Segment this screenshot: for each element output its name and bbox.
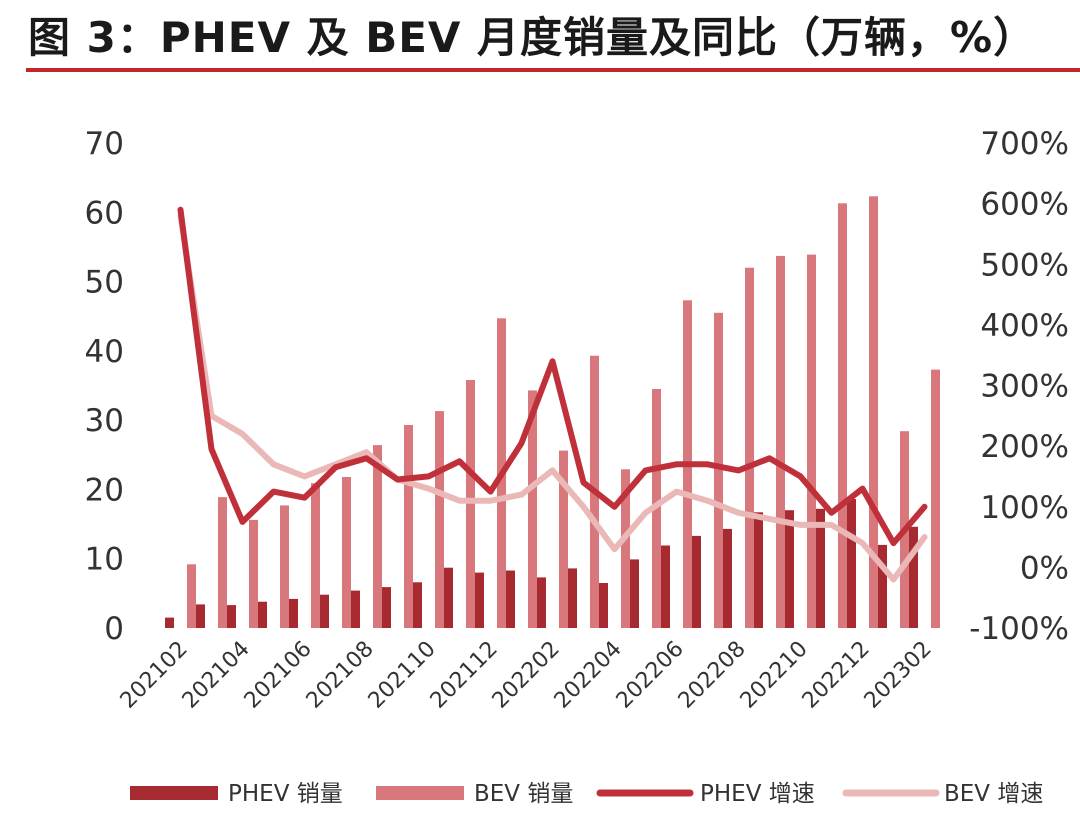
lines-layer [177,206,928,583]
bars-layer [165,196,940,629]
bev-bar [714,312,723,629]
bev-bar [745,267,754,628]
phev-bar [289,598,298,628]
bev-bar [528,390,537,628]
bev-bar [621,469,630,628]
y-right-tick-label: 200% [980,429,1069,465]
x-tick-label: 202208 [674,637,751,714]
x-tick-label: 202210 [736,637,813,714]
x-tick-label: 202112 [426,637,503,714]
phev-bar [382,587,391,628]
bev-bar [404,425,413,628]
y-axis-left: 0 10 20 30 40 50 60 70 [85,126,124,647]
phev-bar [816,508,825,628]
bev-sales-legend-swatch [376,786,464,800]
phev-sales-legend-label: PHEV 销量 [228,781,343,807]
bev-bar [187,564,196,628]
bev-bar [373,445,382,628]
bev-bar [807,254,816,628]
x-axis: 2021022021042021062021082021102021122022… [116,637,937,714]
bev-growth-line [177,212,928,583]
phev-bar [630,559,639,628]
x-tick-label: 202106 [240,637,317,714]
y-axis-right: -100% 0% 100% 200% 300% 400% 500% 600% 700% [969,126,1069,647]
bev-bar [435,411,444,628]
bev-bar [311,483,320,628]
phev-bar [506,570,515,628]
legend: PHEV 销量 BEV 销量 PHEV 增速 BEV 增速 [130,781,1043,807]
phev-bar [227,605,236,628]
phev-bar [599,583,608,628]
phev-bar [320,594,329,628]
bev-sales-legend-label: BEV 销量 [474,781,573,807]
phev-bar [537,577,546,628]
y-right-tick-label: 400% [980,308,1069,344]
y-left-tick-label: 20 [85,472,124,508]
phev-bar [847,499,856,628]
y-right-tick-label: -100% [969,611,1069,647]
bev-bar [931,369,940,628]
chart-title: 图 3：PHEV 及 BEV 月度销量及同比（万辆，%） [28,13,1037,62]
phev-sales-legend-swatch [130,786,218,800]
y-left-tick-label: 60 [85,195,124,231]
y-left-tick-label: 0 [104,611,124,647]
phev-bar [165,617,174,628]
phev-bar [196,604,205,628]
phev-bar [878,544,887,628]
bev-bar [869,196,878,629]
phev-bar [413,582,422,628]
x-tick-label: 202102 [116,637,193,714]
bev-bar [838,203,847,629]
x-tick-label: 202104 [178,637,255,714]
bev-bar [342,477,351,628]
phev-growth-line [177,206,928,547]
phev-bar [351,590,360,628]
bev-bar [249,519,258,628]
phev-bar [754,512,763,628]
bev-bar [776,255,785,628]
bev-bar [280,505,289,628]
x-tick-label: 202302 [860,637,937,714]
x-tick-label: 202212 [798,637,875,714]
y-right-tick-label: 0% [1020,550,1069,586]
y-right-tick-label: 700% [980,126,1069,162]
x-tick-label: 202202 [488,637,565,714]
y-right-tick-label: 100% [980,490,1069,526]
x-tick-label: 202108 [302,637,379,714]
phev-bar [692,535,701,628]
x-tick-label: 202206 [612,637,689,714]
y-right-tick-label: 600% [980,187,1069,223]
y-right-tick-label: 300% [980,369,1069,405]
x-tick-label: 202204 [550,637,627,714]
y-left-tick-label: 70 [85,126,124,162]
bev-bar [466,380,475,628]
phev-bar [444,567,453,628]
bev-bar [559,450,568,628]
phev-bar [475,572,484,628]
phev-bar [785,510,794,628]
y-right-tick-label: 500% [980,247,1069,283]
y-left-tick-label: 40 [85,334,124,370]
y-left-tick-label: 50 [85,265,124,301]
title-underline [26,68,1080,72]
x-tick-label: 202110 [364,637,441,714]
bev-bar [218,497,227,628]
phev-bar [909,526,918,628]
phev-growth-legend-label: PHEV 增速 [700,781,815,807]
phev-bar [568,568,577,628]
phev-bar [661,545,670,628]
bev-growth-legend-label: BEV 增速 [944,781,1043,807]
y-left-tick-label: 10 [85,542,124,578]
phev-bar [258,601,267,628]
phev-bar [723,528,732,628]
y-left-tick-label: 30 [85,403,124,439]
